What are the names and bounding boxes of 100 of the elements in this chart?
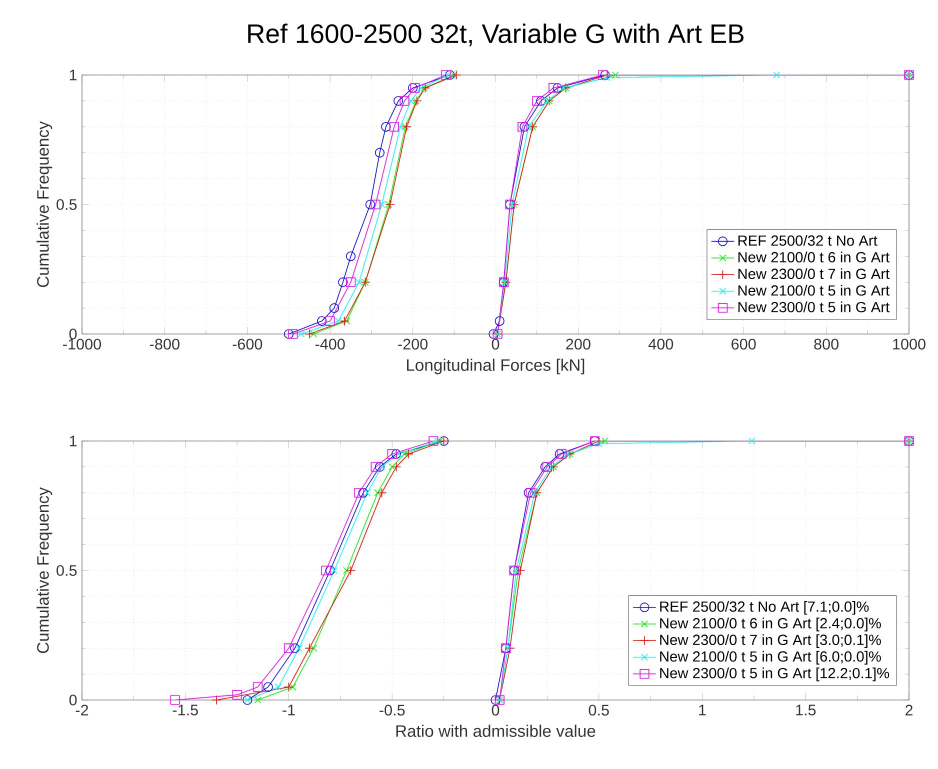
point [364,489,371,496]
point [394,96,404,106]
point [536,96,546,106]
point [338,277,348,288]
point [450,72,458,79]
point [370,462,380,472]
y-tick-label: 0 [69,328,77,340]
point [296,644,303,652]
x-tick-label: -2 [76,704,88,716]
point [370,200,380,210]
point [365,200,376,210]
x-tick-label: 400 [648,338,674,350]
point [604,74,611,82]
point [310,644,318,652]
point [289,684,296,691]
x-tick-label: 600 [732,338,756,350]
point [389,122,399,132]
point [346,566,356,576]
point [612,72,619,79]
point [451,70,462,80]
point [354,488,364,498]
x-tick-label: 2 [906,704,912,716]
point [232,690,242,700]
point [602,438,609,445]
point [170,695,180,705]
point [346,252,356,262]
x-tick-label: 0 [492,704,500,716]
point [595,440,602,448]
y-tick-label: 0.5 [56,565,77,576]
x-tick-label: 0 [492,338,500,350]
point [401,450,408,458]
point [254,696,262,704]
y-tick-label: 1 [70,70,77,80]
x-tick-label: -1 [282,704,295,716]
y-tick-label: 0 [69,694,77,706]
point [388,463,396,470]
point [441,70,451,80]
point [325,566,335,576]
point [343,566,350,574]
point [396,123,404,130]
x-tick-label: 0.5 [588,704,609,716]
point [310,330,318,338]
point [304,643,314,654]
point [329,303,340,313]
point [321,566,331,576]
y-tick-label: 1 [70,436,77,446]
point [288,329,298,339]
y-axis-title: Cumulative Frequency [36,487,52,654]
point [304,329,314,339]
x-tick-label: -800 [150,338,180,350]
legend-label: New 2300/0 t 5 in G Art [12.2;0.1]% [660,668,890,682]
point [356,278,363,286]
point [444,72,452,79]
x-axis-title: Ratio with admissible value [396,724,596,737]
point [381,122,391,132]
chart-title: Ref 1600-2500 32t, Variable G with Art EB [248,24,744,46]
point [376,488,387,498]
point [252,682,263,692]
point [445,70,455,80]
y-tick-label: 0.5 [56,199,77,210]
point [290,643,300,654]
point [212,695,222,705]
legend-label: New 2100/0 t 5 in G Art [738,284,890,296]
point [358,488,368,498]
x-tick-label: -600 [232,338,262,350]
legend-label: New 2300/0 t 5 in G Art [738,302,890,312]
point [420,83,430,93]
point [516,566,526,576]
legend-label: REF 2500/32 t No Art [7.1;0.0]% [660,601,869,615]
x-tick-label: 1.5 [796,704,816,716]
point [402,122,412,132]
point [317,316,327,326]
legend-label: New 2300/0 t 7 in G Art [738,268,890,280]
point [385,200,395,210]
x-tick-label: 200 [566,338,590,350]
point [284,329,294,339]
point [340,316,350,326]
point [418,84,425,92]
point [378,463,386,470]
point [330,566,338,574]
point [391,449,402,459]
x-tick-label: 1 [699,704,706,716]
point [532,96,542,106]
legend-label: New 2100/0 t 6 in G Art [738,252,890,262]
legend-label: New 2100/0 t 5 in G Art [6.0;0.0]% [660,650,881,665]
point [404,449,414,459]
x-tick-label: -200 [398,338,428,350]
point [525,123,532,130]
point [407,97,414,104]
point [548,83,558,93]
point [263,682,273,692]
y-axis-title: Cumulative Frequency [36,121,52,288]
point [325,316,335,326]
point [494,316,504,326]
x-tick-label: -0.5 [380,704,405,716]
legend-label: New 2100/0 t 6 in G Art [2.4;0.0]% [660,618,881,632]
point [284,643,294,654]
point [428,436,438,446]
legend-label: New 2300/0 t 7 in G Art [3.0;0.1]% [660,634,881,648]
point [773,72,780,79]
